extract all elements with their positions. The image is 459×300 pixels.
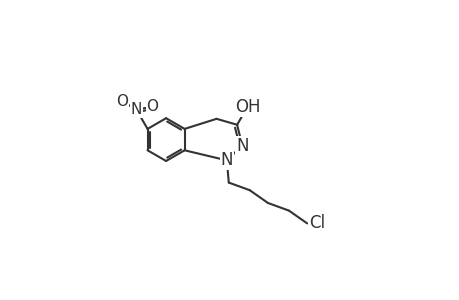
Text: N: N bbox=[130, 102, 142, 117]
Text: N: N bbox=[220, 152, 233, 169]
Text: Cl: Cl bbox=[308, 214, 325, 232]
Text: OH: OH bbox=[234, 98, 260, 116]
Text: O: O bbox=[116, 94, 128, 109]
Text: O: O bbox=[146, 99, 158, 114]
Text: N: N bbox=[235, 136, 248, 154]
